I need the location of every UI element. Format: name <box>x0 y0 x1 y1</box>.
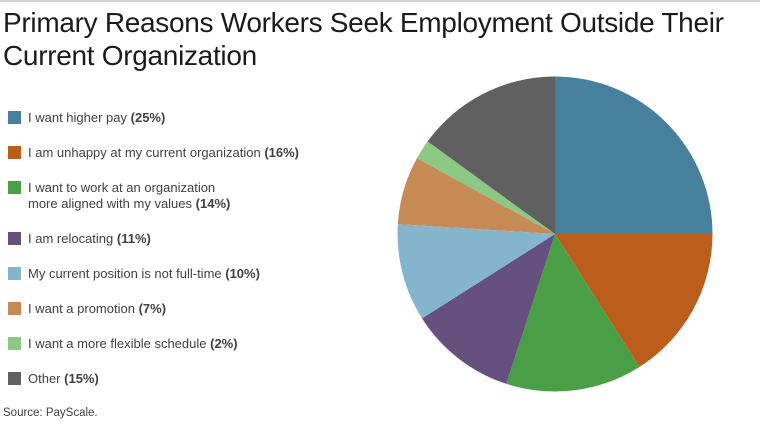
legend-label-group: I want a more flexible schedule (2%) <box>28 336 238 352</box>
legend-label-group: I am relocating (11%) <box>28 231 151 247</box>
legend-label-group: I want higher pay (25%) <box>28 110 165 126</box>
pie-slice-2 <box>555 234 713 367</box>
legend-swatch <box>8 232 21 245</box>
pie-chart-svg <box>397 76 713 392</box>
legend-label: Other <box>28 371 61 386</box>
legend-swatch <box>8 372 21 385</box>
legend-pct: (25%) <box>130 110 166 125</box>
legend-label-group: I am unhappy at my current organization … <box>28 145 299 161</box>
legend-pct: (16%) <box>264 145 299 160</box>
legend-label: I am relocating <box>28 231 114 246</box>
legend-swatch <box>8 267 21 280</box>
legend-item: My current position is not full-time (10… <box>8 266 380 282</box>
legend: I want higher pay (25%) I am unhappy at … <box>8 110 380 387</box>
pie-slice-6 <box>397 158 555 234</box>
legend-label: I want a promotion <box>28 301 135 316</box>
legend-item: I am unhappy at my current organization … <box>8 145 380 161</box>
legend-pct: (10%) <box>225 266 260 281</box>
legend-label-group: My current position is not full-time (10… <box>28 266 260 282</box>
source-note: Source: PayScale. <box>3 407 98 419</box>
legend-pct: (2%) <box>210 336 238 351</box>
legend-label-group: Other (15%) <box>28 371 99 387</box>
page-title: Primary Reasons Workers Seek Employment … <box>3 7 724 71</box>
legend-item: Other (15%) <box>8 371 380 387</box>
legend-pct: (15%) <box>64 371 99 386</box>
pie-slice-7 <box>416 141 555 234</box>
pie-chart <box>397 76 713 392</box>
pie-slice-8 <box>427 76 555 234</box>
legend-swatch <box>8 337 21 350</box>
legend-label-group: I want a promotion (7%) <box>28 301 166 317</box>
legend-label: I am unhappy at my current organization <box>28 145 261 160</box>
legend-swatch <box>8 146 21 159</box>
legend-item: I want a more flexible schedule (2%) <box>8 336 380 352</box>
legend-label: I want a more flexible schedule <box>28 336 207 351</box>
legend-item: I want a promotion (7%) <box>8 301 380 317</box>
legend-label: I want higher pay <box>28 110 128 125</box>
legend-item: I want to work at an organization more a… <box>8 180 380 212</box>
legend-item: I am relocating (11%) <box>8 231 380 247</box>
pie-slice-3 <box>506 234 640 392</box>
legend-swatch <box>8 181 21 194</box>
legend-label-group: I want to work at an organization more a… <box>28 180 230 212</box>
pie-slice-4 <box>422 234 555 384</box>
legend-pct: (11%) <box>116 231 151 246</box>
legend-pct: (7%) <box>138 301 167 316</box>
pie-slice-1 <box>555 76 713 234</box>
legend-swatch <box>8 111 21 124</box>
legend-item: I want higher pay (25%) <box>8 110 380 126</box>
legend-swatch <box>8 302 21 315</box>
legend-pct: (14%) <box>195 196 231 211</box>
legend-label: I want to work at an organization more a… <box>28 180 216 211</box>
pie-slice-5 <box>397 224 555 319</box>
legend-label: My current position is not full-time <box>28 266 222 281</box>
top-divider <box>0 0 760 2</box>
